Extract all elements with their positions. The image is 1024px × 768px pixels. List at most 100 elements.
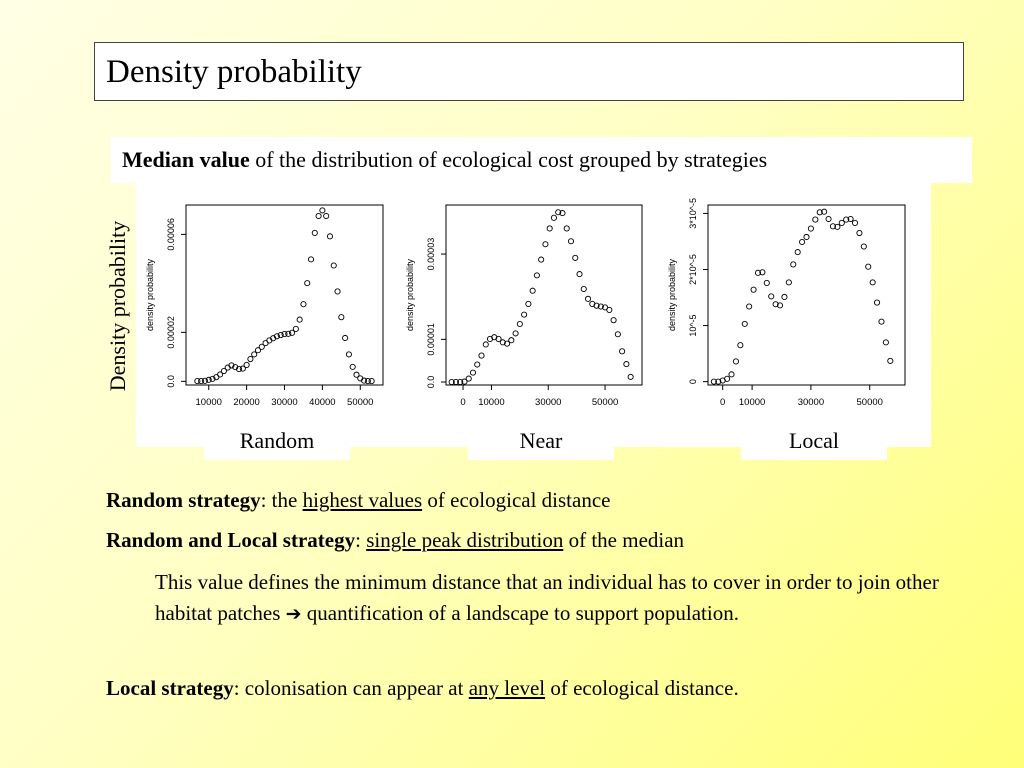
data-point <box>737 342 744 349</box>
data-point <box>220 367 227 375</box>
subtitle-bold: Median value <box>122 147 250 172</box>
bullet-random-local-strategy: Random and Local strategy: single peak d… <box>106 528 684 552</box>
data-point <box>482 341 489 348</box>
arrow-icon: ➔ <box>285 603 302 625</box>
data-point <box>614 331 621 338</box>
bullet-4-underline: any level <box>468 676 546 700</box>
data-point <box>887 357 894 364</box>
data-point <box>529 287 536 294</box>
data-point <box>724 375 731 382</box>
y-tick-label: 2*10^-5 <box>688 254 698 285</box>
x-tick-label: 50000 <box>857 397 883 408</box>
data-point <box>452 378 459 386</box>
indented-explanation: This value defines the minimum distance … <box>155 567 995 630</box>
data-point <box>243 361 250 368</box>
y-tick-label: 0.00006 <box>166 218 176 251</box>
data-point <box>882 339 889 346</box>
data-point <box>597 303 604 310</box>
plot-local: 0 10000 30000 50000 0 10^-5 2*10^-5 3*10^-5 dens… <box>667 198 906 408</box>
data-point <box>843 216 850 223</box>
data-point <box>457 378 464 386</box>
data-point <box>772 301 779 308</box>
x-tick-label: 30000 <box>798 397 824 408</box>
data-point <box>469 369 477 376</box>
data-point <box>478 352 485 359</box>
data-point <box>580 285 587 293</box>
y-tick-label: 0.0 <box>426 376 436 389</box>
data-point <box>803 233 810 241</box>
data-point <box>865 263 872 270</box>
data-point <box>851 219 859 226</box>
subtitle-rest: of the distribution of ecological cost g… <box>249 147 768 172</box>
data-point <box>504 340 511 347</box>
data-point <box>856 229 863 237</box>
data-point <box>239 365 246 372</box>
data-point <box>869 279 876 286</box>
data-point <box>289 329 296 336</box>
x-tick-label: 50000 <box>592 397 618 408</box>
data-point <box>209 375 216 382</box>
x-tick-label: 40000 <box>309 397 335 408</box>
data-point <box>465 375 472 382</box>
data-point <box>776 302 784 309</box>
bullet-random-strategy: Random strategy: the highest values of e… <box>106 488 610 512</box>
figure-panel <box>136 183 931 447</box>
data-point <box>807 225 814 232</box>
plot-frame <box>445 204 643 386</box>
data-point <box>619 348 626 355</box>
plot-random: 10000 20000 30000 40000 50000 0.0 0.00002 0.000… <box>145 204 384 408</box>
data-point <box>300 301 307 308</box>
data-point <box>790 261 797 268</box>
explanation-part-2: quantification of a landscape to support… <box>301 601 739 625</box>
data-point <box>794 249 801 256</box>
data-point <box>834 223 841 230</box>
data-point <box>567 238 575 245</box>
data-point <box>461 378 468 385</box>
data-point <box>349 363 356 370</box>
data-point <box>334 288 341 295</box>
data-point <box>610 317 617 324</box>
label-near: Near <box>519 428 563 453</box>
x-tick-label: 10000 <box>196 397 222 408</box>
data-point <box>364 378 371 385</box>
data-point <box>258 343 265 350</box>
data-point <box>326 233 334 240</box>
data-point <box>627 373 634 380</box>
label-local: Local <box>788 428 840 453</box>
plot-near: 0 10000 30000 50000 0.0 0.00001 0.00003 density… <box>405 204 643 408</box>
data-point <box>198 378 205 385</box>
x-tick-label: 0 <box>720 397 725 408</box>
data-point <box>330 262 337 269</box>
bullet-1-bold: Random strategy <box>106 488 261 512</box>
slide-title-box: Density probability <box>94 42 964 101</box>
data-point <box>825 215 832 223</box>
data-point <box>319 207 326 214</box>
bullet-1-rest: of ecological distance <box>422 488 611 512</box>
data-point <box>254 347 262 354</box>
data-point <box>345 351 352 358</box>
data-point <box>285 330 292 337</box>
data-point <box>816 209 823 216</box>
data-point <box>217 371 224 378</box>
data-point <box>277 331 284 339</box>
data-point <box>538 256 545 263</box>
data-point <box>353 371 360 378</box>
data-point <box>338 314 345 321</box>
data-point <box>799 238 806 246</box>
data-point <box>307 256 315 263</box>
data-point <box>228 362 235 369</box>
bullet-2-underline: single peak distribution <box>366 528 564 552</box>
data-point <box>741 320 748 327</box>
data-point <box>205 376 212 383</box>
data-point <box>732 358 739 365</box>
x-tick-label: 30000 <box>535 397 561 408</box>
data-point <box>763 279 770 286</box>
data-point <box>474 361 481 368</box>
data-point <box>361 377 368 384</box>
data-point <box>495 335 502 342</box>
data-point <box>602 304 609 311</box>
data-point <box>838 219 845 226</box>
bullet-1-underline: highest values <box>302 488 423 512</box>
bullet-4-bold: Local strategy <box>106 676 234 700</box>
x-tick-label: 30000 <box>271 397 297 408</box>
